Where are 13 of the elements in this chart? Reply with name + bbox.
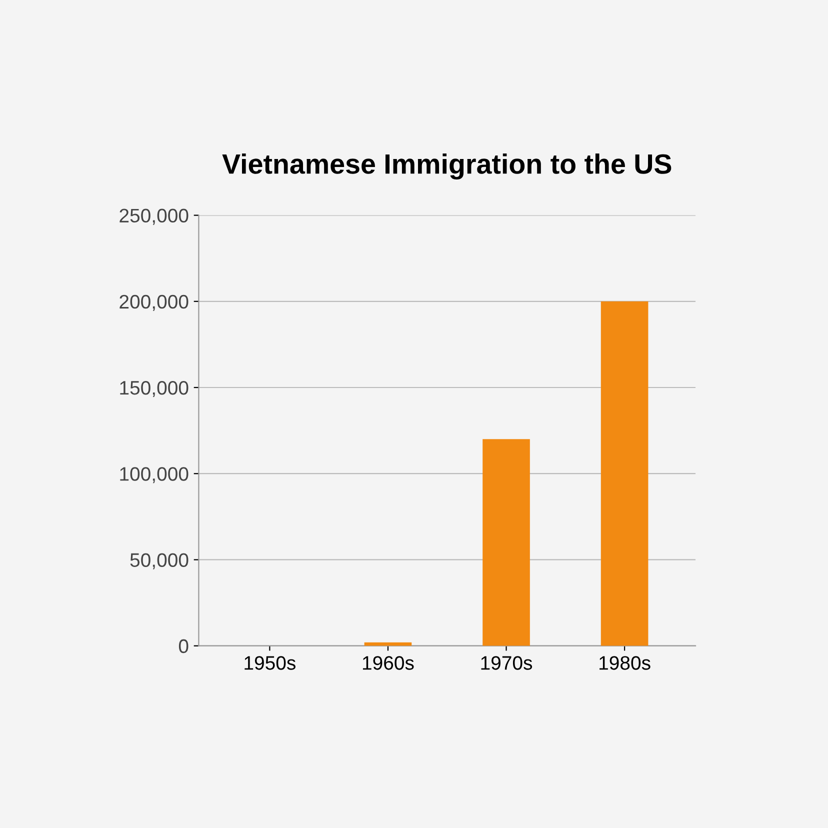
y-tick-label: 250,000	[120, 208, 188, 225]
x-tick-label: 1950s	[244, 656, 296, 670]
y-tick-label: 100,000	[120, 467, 188, 484]
x-tick-label: 1980s	[600, 656, 650, 670]
y-tick-label: 200,000	[120, 294, 188, 311]
bar	[482, 439, 530, 646]
y-tick-label: 150,000	[120, 380, 188, 398]
x-tick-label: 1970s	[481, 656, 532, 670]
y-tick-label: 0	[178, 639, 188, 654]
x-tick-label: 1960s	[362, 656, 414, 670]
bar	[600, 301, 648, 646]
y-tick-label: 50,000	[130, 553, 188, 570]
chart-title: Vietnamese Immigration to the US	[222, 153, 672, 180]
